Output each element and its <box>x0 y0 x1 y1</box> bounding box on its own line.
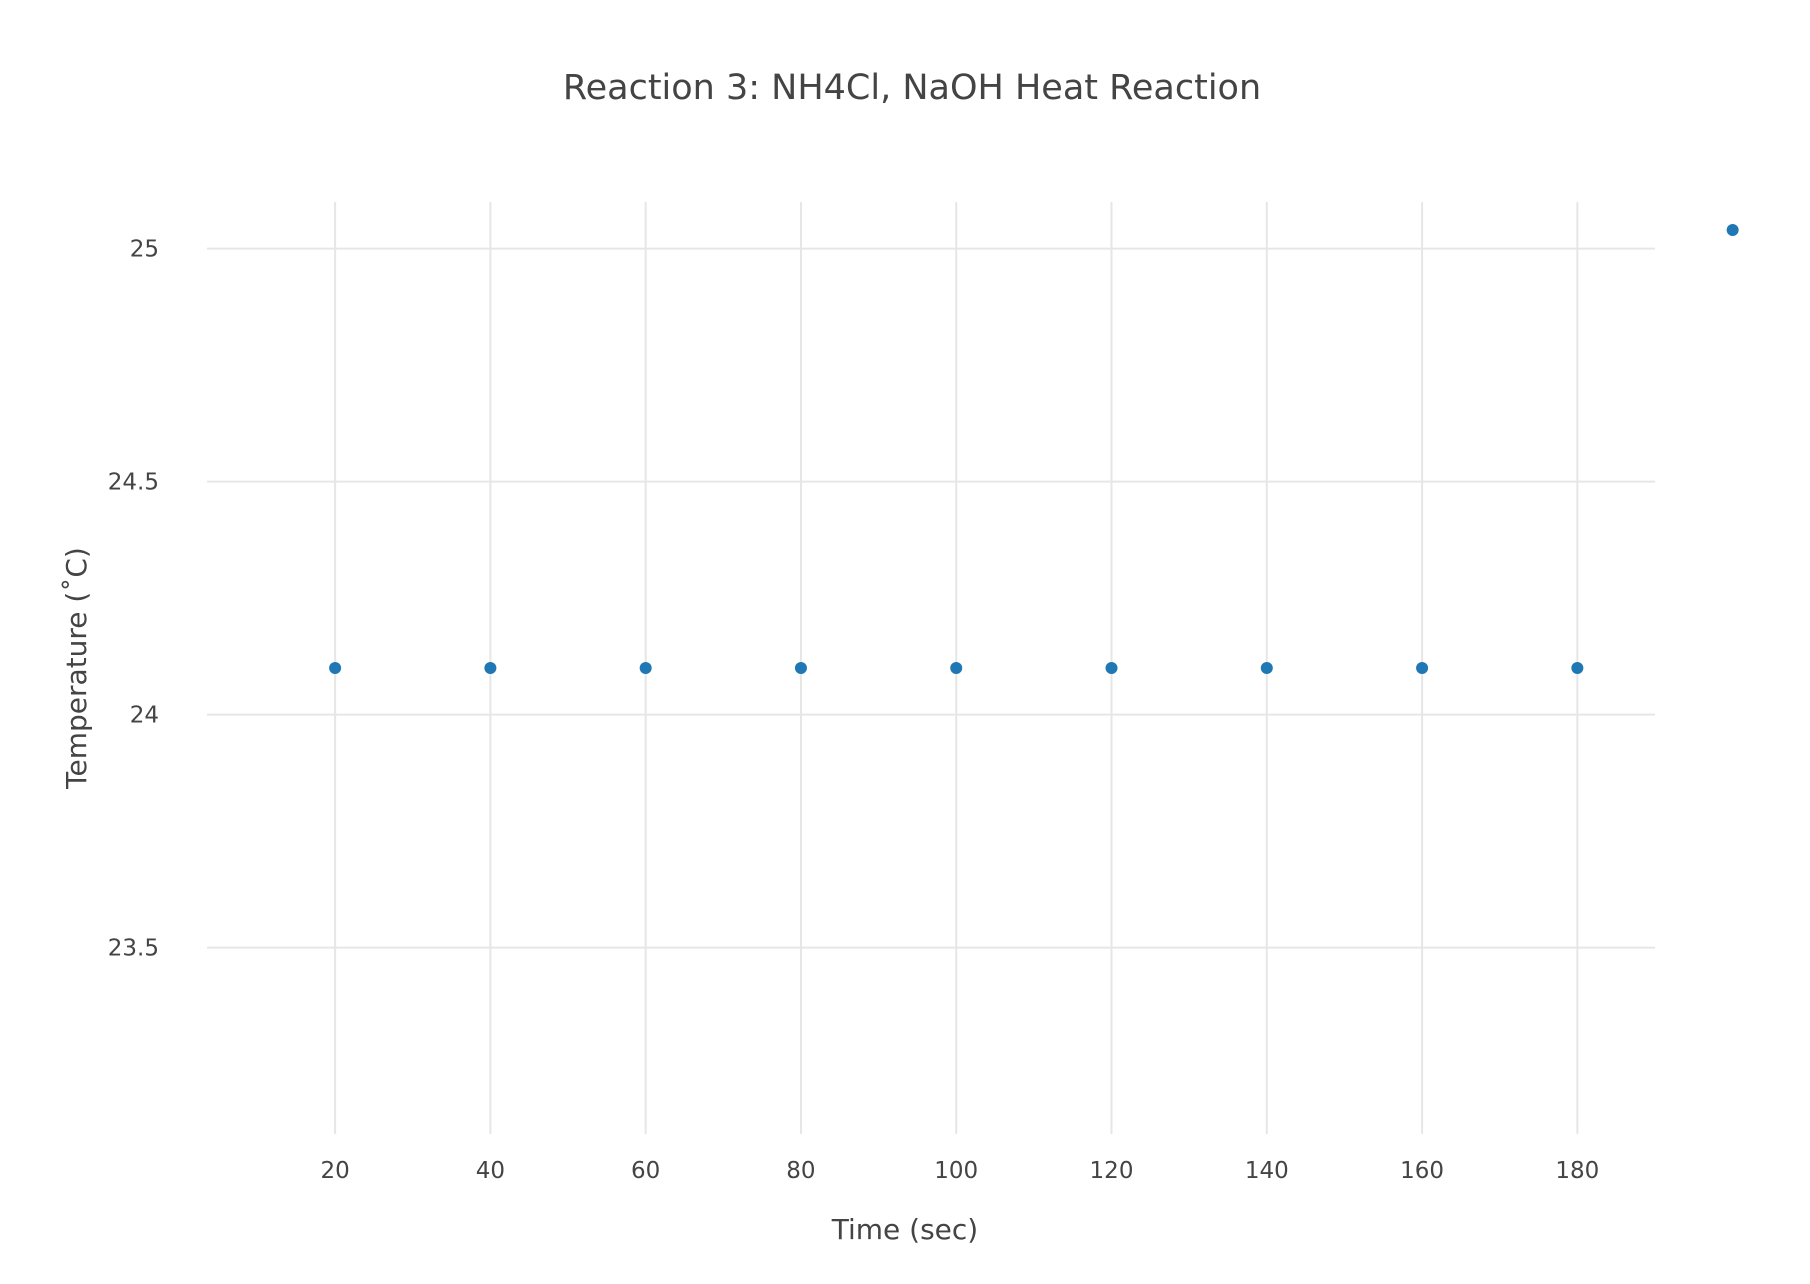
x-tick-label: 60 <box>631 1158 660 1184</box>
y-gridlines <box>207 247 1655 949</box>
data-point <box>794 662 807 674</box>
y-tick-labels: 23.5 24 24.5 25 <box>108 237 159 962</box>
x-tick-label: 20 <box>320 1158 349 1184</box>
data-point <box>950 662 963 674</box>
x-tick-label: 180 <box>1555 1158 1599 1184</box>
data-point <box>484 662 497 674</box>
y-axis-title: Temperature (˚C) <box>60 547 93 790</box>
x-tick-label: 160 <box>1400 1158 1444 1184</box>
y-tick-label: 24 <box>130 703 159 729</box>
y-tick-label: 24.5 <box>108 470 159 496</box>
x-tick-label: 80 <box>786 1158 815 1184</box>
x-tick-label: 40 <box>476 1158 505 1184</box>
data-point <box>1726 223 1739 236</box>
x-tick-label: 140 <box>1245 1158 1289 1184</box>
x-axis-title: Time (sec) <box>831 1213 978 1246</box>
x-tick-label: 120 <box>1090 1158 1134 1184</box>
data-point <box>639 662 652 674</box>
data-point <box>1260 662 1273 674</box>
y-tick-label: 23.5 <box>108 936 159 962</box>
x-tick-labels: 20 40 60 80 100 120 140 160 180 <box>320 1158 1599 1184</box>
data-point <box>329 662 342 674</box>
data-point <box>1105 662 1118 674</box>
y-tick-label: 25 <box>130 237 159 263</box>
data-point <box>1416 662 1429 674</box>
chart-title: Reaction 3: NH4Cl, NaOH Heat Reaction <box>563 68 1261 108</box>
x-tick-label: 100 <box>934 1158 978 1184</box>
data-point <box>1571 662 1584 674</box>
data-points <box>329 223 1739 674</box>
